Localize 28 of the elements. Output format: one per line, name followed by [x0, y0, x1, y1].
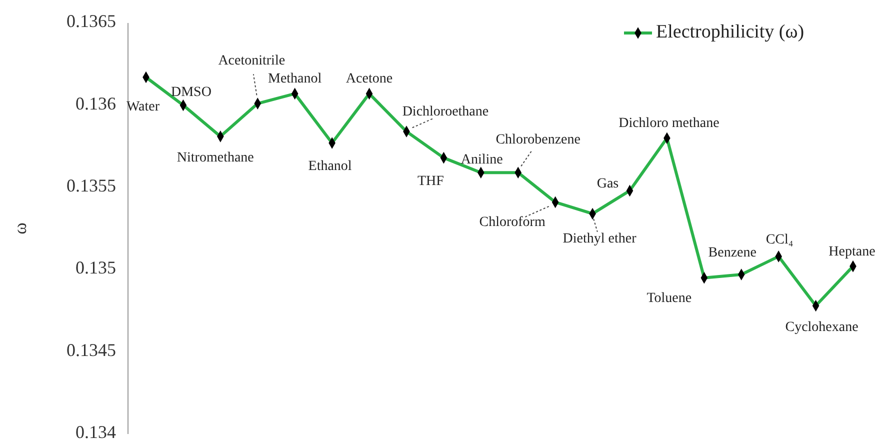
annotation: Dichloroethane [402, 104, 489, 120]
annotation: Dichloro methane [618, 116, 720, 132]
annotation: Methanol [268, 72, 322, 87]
annotation: Nitromethane [176, 150, 254, 166]
annotation: THF [417, 174, 444, 190]
annotation: Toluene [646, 291, 692, 306]
annotation: Chloroform [479, 215, 546, 230]
annotation: Gas [596, 176, 619, 192]
annotation: CCl₄ [766, 232, 794, 248]
y-tick-label: 0.1365 [66, 11, 116, 32]
annotation: Acetone [346, 72, 393, 87]
annotation: Aniline [460, 152, 503, 168]
y-tick-label: 0.136 [76, 93, 116, 114]
annotation: Cyclohexane [785, 320, 858, 335]
y-tick-label: 0.1345 [66, 340, 116, 360]
annotation: Acetonitrile [218, 54, 286, 69]
y-tick-label: 0.1355 [66, 176, 116, 196]
annotation: Benzene [708, 246, 756, 261]
annotation: DMSO [170, 85, 212, 100]
annotation: Heptane [828, 244, 876, 260]
annotation: Diethyl ether [562, 232, 637, 247]
y-axis-title: ω [10, 222, 30, 234]
y-tick-label: 0.134 [76, 422, 116, 442]
y-tick-label: 0.135 [76, 258, 116, 278]
annotation: Chlorobenzene [496, 132, 580, 148]
annotation: Ethanol [308, 159, 352, 174]
annotation: Water [126, 99, 160, 114]
legend-label: Electrophilicity (ω) [656, 21, 804, 42]
